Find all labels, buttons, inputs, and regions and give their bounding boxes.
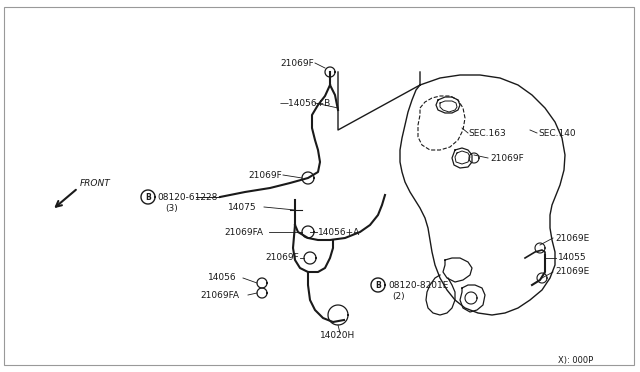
Text: 08120-8201E: 08120-8201E [388, 280, 449, 289]
Text: FRONT: FRONT [80, 179, 111, 187]
Text: (2): (2) [392, 292, 404, 301]
Text: 21069F: 21069F [280, 58, 314, 67]
Text: SEC.163: SEC.163 [468, 128, 506, 138]
Text: 14075: 14075 [228, 202, 257, 212]
Text: 14020H: 14020H [320, 330, 355, 340]
Text: 14055: 14055 [558, 253, 587, 263]
Text: —14056+B: —14056+B [280, 99, 332, 108]
Text: 21069E: 21069E [555, 267, 589, 276]
Text: 21069E: 21069E [555, 234, 589, 243]
Text: 14056+A: 14056+A [318, 228, 360, 237]
Text: 21069FA: 21069FA [224, 228, 263, 237]
Text: B: B [375, 280, 381, 289]
Text: SEC.140: SEC.140 [538, 128, 575, 138]
Text: 21069F: 21069F [490, 154, 524, 163]
Text: 21069F: 21069F [248, 170, 282, 180]
Text: (3): (3) [165, 203, 178, 212]
Text: X): 000P: X): 000P [558, 356, 593, 365]
Text: 08120-61228: 08120-61228 [157, 192, 218, 202]
Text: B: B [145, 192, 151, 202]
Text: 21069FA: 21069FA [200, 291, 239, 299]
Text: 21069F: 21069F [265, 253, 299, 263]
Text: 14056: 14056 [208, 273, 237, 282]
